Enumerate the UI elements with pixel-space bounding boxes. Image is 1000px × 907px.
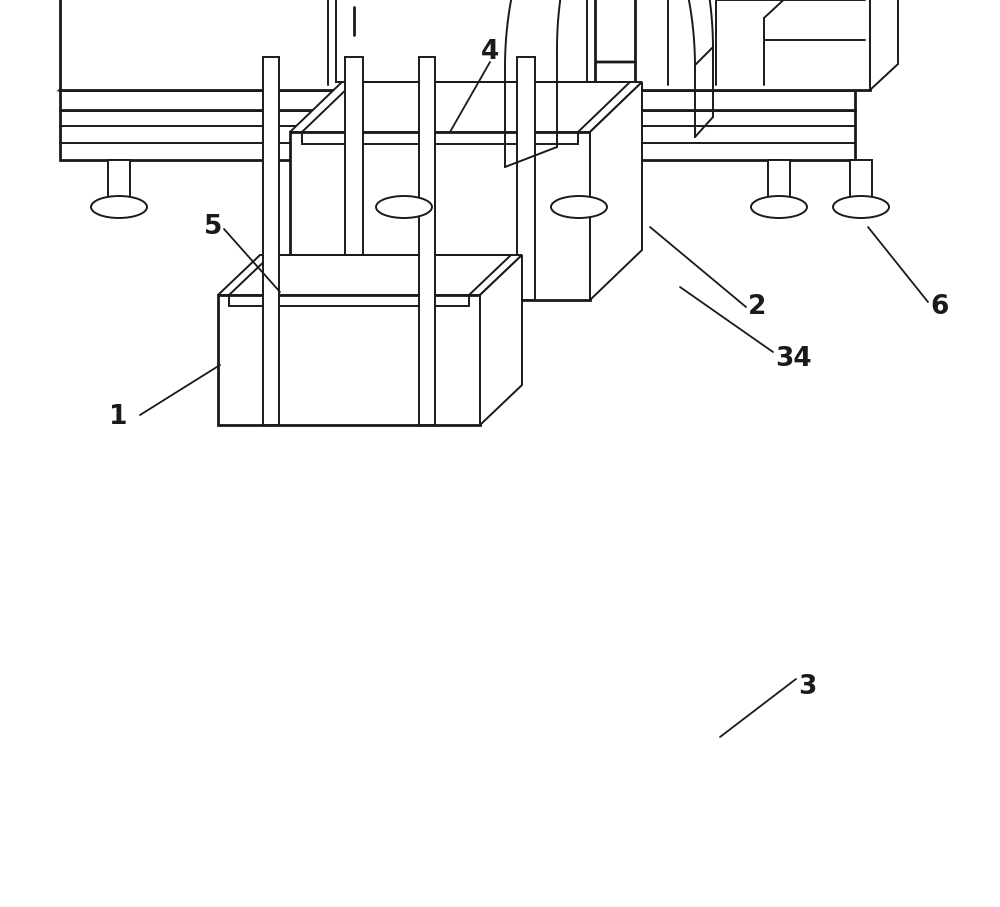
Polygon shape (60, 90, 855, 110)
Polygon shape (290, 132, 590, 300)
Polygon shape (870, 0, 898, 90)
Ellipse shape (751, 196, 807, 218)
Polygon shape (393, 160, 415, 210)
Polygon shape (590, 82, 642, 300)
Polygon shape (768, 160, 790, 210)
Text: 3: 3 (798, 674, 816, 700)
Text: 34: 34 (775, 346, 812, 372)
Ellipse shape (91, 196, 147, 218)
Polygon shape (218, 255, 522, 295)
Polygon shape (60, 110, 855, 160)
Ellipse shape (833, 196, 889, 218)
Text: 1: 1 (109, 404, 127, 430)
Polygon shape (568, 160, 590, 210)
Polygon shape (290, 82, 642, 132)
Ellipse shape (376, 196, 432, 218)
Polygon shape (263, 57, 279, 425)
Polygon shape (108, 160, 130, 210)
Text: 5: 5 (204, 214, 222, 240)
Ellipse shape (551, 196, 607, 218)
Text: 2: 2 (748, 294, 766, 320)
Polygon shape (336, 0, 587, 82)
Polygon shape (60, 62, 885, 90)
Text: 6: 6 (930, 294, 948, 320)
Polygon shape (480, 255, 522, 425)
Polygon shape (419, 57, 435, 425)
Polygon shape (850, 160, 872, 210)
Polygon shape (345, 57, 363, 300)
Polygon shape (60, 0, 595, 90)
Text: 4: 4 (481, 39, 499, 65)
Polygon shape (218, 295, 480, 425)
Polygon shape (635, 0, 870, 90)
Polygon shape (517, 57, 535, 300)
